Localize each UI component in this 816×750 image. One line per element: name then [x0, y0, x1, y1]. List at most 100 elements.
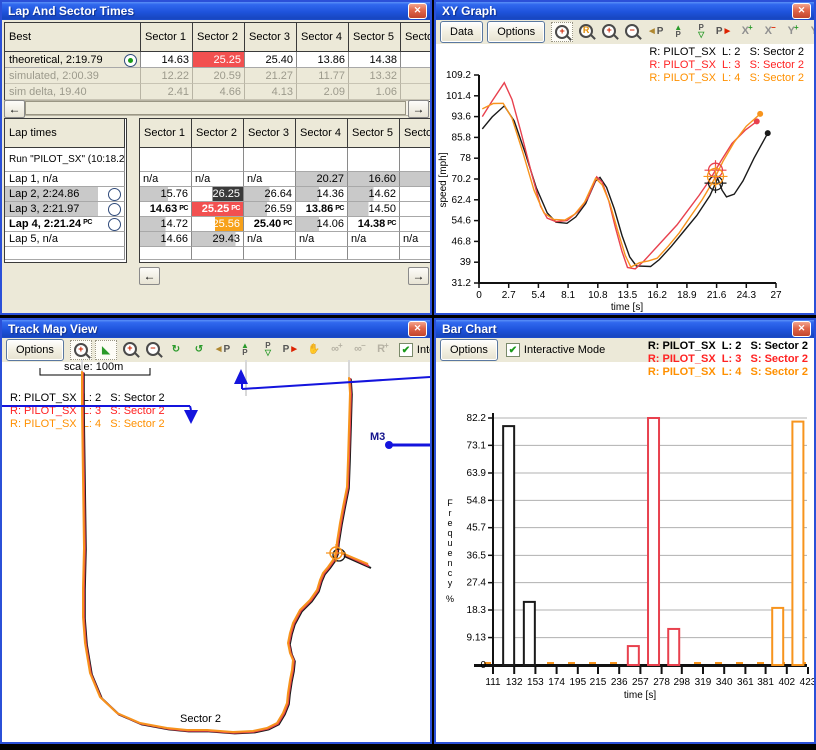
sector-time-value: 13.86: [306, 203, 334, 215]
table-row: 15.7626.2526.6414.3614.62: [140, 187, 430, 202]
table-row: Lap 4, 2:21.24PC: [5, 217, 126, 232]
table-row: Lap 5, n/a: [5, 232, 126, 247]
scroll-right-button[interactable]: →: [408, 100, 429, 118]
sector-time-value: 25.25: [202, 203, 230, 215]
personal-best-icon: PC: [179, 205, 188, 212]
row-label-cell[interactable]: sim delta, 19.40: [5, 84, 141, 100]
y-tick-label: 45.7: [467, 523, 487, 534]
xy-graph-titlebar[interactable]: XY Graph ✕: [436, 2, 814, 20]
m3-marker-dot: [385, 441, 393, 449]
row-label-cell[interactable]: theoretical, 2:19.79: [5, 52, 141, 68]
row-label: simulated, 2:00.39: [9, 70, 99, 82]
lap-label-cell[interactable]: Run "PILOT_SX" (10:18.29): [5, 148, 125, 172]
sector-time-value: 14.63: [161, 54, 189, 66]
y-tick-label: 73.1: [467, 440, 487, 451]
sector-time-value: 25.40: [254, 218, 282, 230]
sector-time-cell: 2.09: [297, 84, 349, 100]
close-icon[interactable]: ✕: [408, 321, 427, 337]
x-tick-label: 27: [770, 290, 782, 301]
marker-line: [242, 377, 430, 389]
sector-time-value: 14.72: [160, 218, 188, 230]
x-tick-label: 215: [590, 677, 607, 688]
sector-time-value: n/a: [247, 173, 262, 185]
y-tick-label: 85.8: [452, 132, 472, 143]
sector-column-header: Sector 2: [193, 23, 245, 52]
close-icon[interactable]: ✕: [408, 3, 427, 19]
lap-select-radio[interactable]: [108, 188, 121, 201]
xy-graph-window: XY Graph ✕ Data Options +R+−◄P▲PP▽P►X+X−…: [434, 0, 816, 315]
table-header-row: Lap times: [5, 119, 126, 148]
sector-time-cell: [401, 68, 430, 84]
y-tick-label: 39: [460, 257, 472, 268]
sector-time-cell: n/a: [140, 172, 192, 187]
scale-ruler: [40, 368, 150, 375]
down-arrow-marker: [184, 410, 198, 424]
sector-time-value: 14.38: [358, 218, 386, 230]
bar-chart-titlebar[interactable]: Bar Chart ✕: [436, 320, 814, 338]
track-map-drawing[interactable]: Sector 2M3: [2, 338, 430, 742]
sector-time-value: 25.40: [265, 54, 293, 66]
lap-label-cell[interactable]: Lap 1, n/a: [5, 172, 125, 187]
scroll-left-button[interactable]: ←: [139, 267, 160, 285]
sector-time-cell: 25.25: [193, 52, 245, 68]
sector-time-value: n/a: [299, 233, 314, 245]
bar-chart-plot[interactable]: 09.1318.327.436.545.754.863.973.182.2111…: [436, 338, 814, 742]
sector-time-cell: 13.86PC: [296, 202, 348, 217]
sector-time-value: n/a: [247, 233, 262, 245]
scroll-left-button[interactable]: ←: [4, 100, 25, 118]
histogram-bar: [772, 608, 783, 665]
sector-time-cell: n/a: [244, 172, 296, 187]
sector-time-cell: [140, 148, 192, 172]
xy-graph-plot[interactable]: 31.23946.854.662.470.27885.893.6101.4109…: [436, 20, 814, 313]
sector-time-cell: 25.40: [245, 52, 297, 68]
y-tick-label: 109.2: [446, 70, 471, 81]
close-icon[interactable]: ✕: [792, 3, 811, 19]
x-tick-label: 111: [485, 677, 501, 688]
sector-time-value: n/a: [351, 233, 366, 245]
row-label: sim delta, 19.40: [9, 86, 87, 98]
best-table-scrollbar[interactable]: [4, 100, 429, 116]
sector-time-cell: [244, 148, 296, 172]
close-icon[interactable]: ✕: [792, 321, 811, 337]
lap-select-radio[interactable]: [108, 218, 121, 231]
scrollbar-thumb[interactable]: [25, 101, 406, 115]
y-axis-title-letter: n: [447, 558, 452, 568]
lap-sector-times-body: BestSector 1Sector 2Sector 3Sector 4Sect…: [2, 20, 430, 313]
lap-label-cell[interactable]: Lap 5, n/a: [5, 232, 125, 247]
track-map-titlebar[interactable]: Track Map View ✕: [2, 320, 430, 338]
sector-column-header: Sector 2: [192, 119, 244, 148]
lap-sector-times-titlebar[interactable]: Lap And Sector Times ✕: [2, 2, 430, 20]
y-tick-label: 46.8: [452, 236, 472, 247]
row-label-cell[interactable]: simulated, 2:00.39: [5, 68, 141, 84]
lap-label-cell[interactable]: Lap 4, 2:21.24PC: [5, 217, 125, 232]
sector-time-value: 20.59: [213, 70, 241, 82]
window-title: Track Map View: [8, 322, 408, 336]
lap-label: Lap 2, 2:24.86: [9, 188, 79, 200]
lap-select-radio[interactable]: [124, 54, 137, 67]
sector-time-cell: 14.06: [296, 217, 348, 232]
sector-time-cell: n/a: [244, 232, 296, 247]
sector-time-value: 14.38: [369, 54, 397, 66]
y-tick-label: 9.13: [467, 633, 487, 644]
track-line-lap3: [83, 373, 351, 733]
sector-time-cell: [192, 247, 244, 260]
sector-label: Sector 2: [180, 713, 221, 725]
sector-time-value: 15.76: [160, 188, 188, 200]
lap-label-cell[interactable]: [5, 247, 125, 260]
lap-select-radio[interactable]: [108, 203, 121, 216]
x-tick-label: 5.4: [531, 290, 545, 301]
sector-time-cell: [296, 247, 348, 260]
xy-graph-body: Data Options +R+−◄P▲PP▽P►X+X−Y+Y− R: PIL…: [436, 20, 814, 313]
sector-time-cell: [244, 247, 296, 260]
scroll-right-button[interactable]: →: [408, 267, 429, 285]
y-tick-label: 78: [460, 153, 472, 164]
x-tick-label: 24.3: [737, 290, 757, 301]
sector-time-cell: 15.76: [140, 187, 192, 202]
y-axis-title-letter: q: [447, 528, 452, 538]
sector-time-cell: 12.22: [141, 68, 193, 84]
lap-label-cell[interactable]: Lap 2, 2:24.86: [5, 187, 125, 202]
x-tick-label: 10.8: [588, 290, 608, 301]
y-axis-title-letter: e: [447, 518, 452, 528]
lap-label-cell[interactable]: Lap 3, 2:21.97: [5, 202, 125, 217]
x-tick-label: 174: [548, 677, 565, 688]
